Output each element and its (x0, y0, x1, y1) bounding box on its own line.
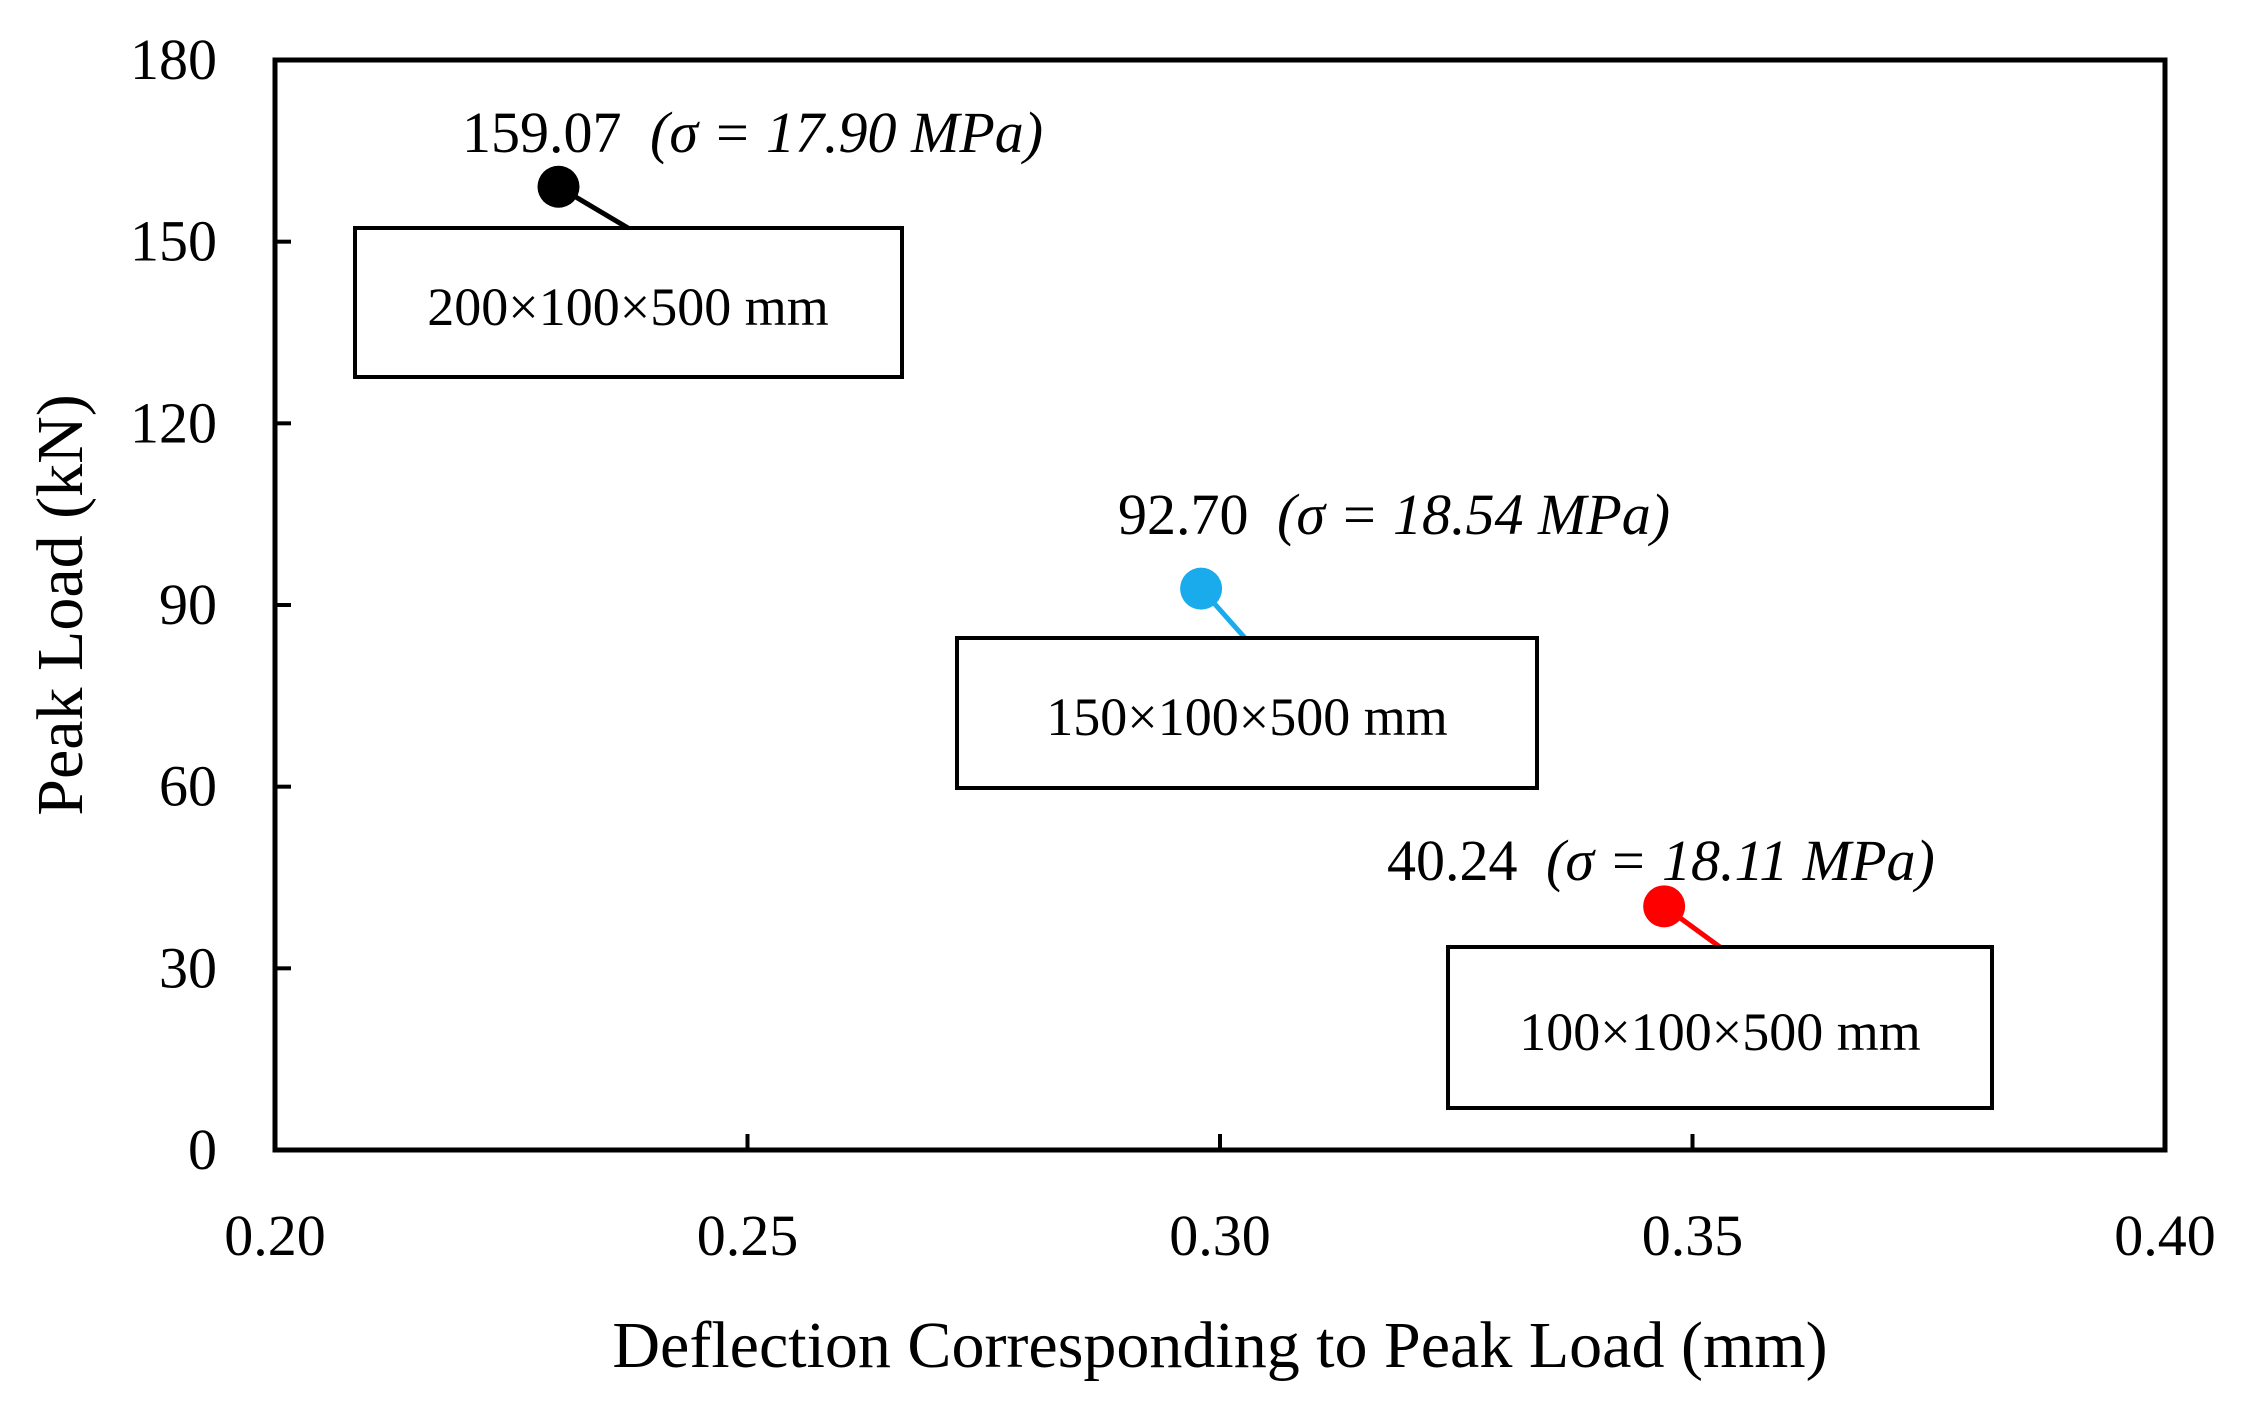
x-axis-ticks: 0.20 0.25 0.30 0.35 0.40 (224, 1134, 2216, 1268)
data-point (537, 165, 580, 208)
data-points (537, 165, 1686, 928)
data-label-1: 92.70 (σ = 18.54 MPa) (1118, 482, 1670, 547)
series-box-1: 150×100×500 mm (955, 636, 1539, 790)
y-tick-label: 30 (159, 935, 217, 1000)
x-tick-label: 0.20 (224, 1203, 326, 1268)
series-box-frame (1446, 945, 1994, 1110)
series-box-frame (955, 636, 1539, 790)
y-tick-label: 120 (130, 390, 217, 455)
data-point (1180, 567, 1223, 610)
x-tick-label: 0.40 (2114, 1203, 2216, 1268)
data-point (1643, 885, 1686, 928)
y-tick-label: 150 (130, 209, 217, 274)
x-tick-label: 0.30 (1169, 1203, 1271, 1268)
y-tick-label: 180 (130, 27, 217, 92)
x-tick-label: 0.25 (697, 1203, 799, 1268)
series-box-label: 100×100×500 mm (1519, 1002, 1920, 1062)
data-label-sigma: (σ = 18.11 MPa) (1546, 828, 1935, 893)
series-box-2: 100×100×500 mm (1446, 945, 1994, 1110)
data-label-sigma: (σ = 17.90 MPa) (650, 100, 1043, 165)
y-tick-label: 60 (159, 754, 217, 819)
data-label-value: 159.07 (462, 100, 622, 165)
data-label-sigma: (σ = 18.54 MPa) (1277, 482, 1670, 547)
y-tick-label: 90 (159, 572, 217, 637)
data-label-0: 159.07 (σ = 17.90 MPa) (462, 100, 1043, 165)
series-box-0: 200×100×500 mm (353, 226, 904, 379)
data-label-2: 40.24 (σ = 18.11 MPa) (1387, 828, 1935, 893)
series-box-label: 150×100×500 mm (1046, 687, 1447, 747)
y-axis-title: Peak Load (kN) (24, 394, 97, 816)
series-box-label: 200×100×500 mm (427, 277, 828, 337)
y-axis-ticks: 0 30 60 90 120 150 180 (130, 27, 291, 1182)
y-tick-label: 0 (188, 1117, 217, 1182)
data-label-value: 92.70 (1118, 482, 1249, 547)
x-tick-label: 0.35 (1642, 1203, 1744, 1268)
data-label-value: 40.24 (1387, 828, 1518, 893)
x-axis-title: Deflection Corresponding to Peak Load (m… (612, 1309, 1827, 1382)
series-box-frame (353, 226, 904, 379)
